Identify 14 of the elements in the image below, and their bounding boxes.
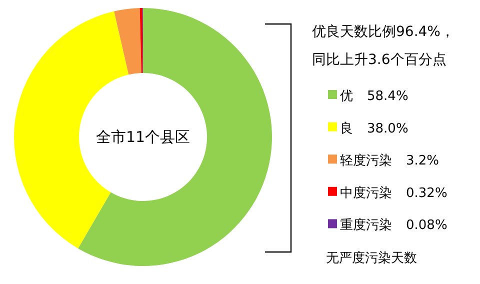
legend-label: 轻度污染	[340, 154, 392, 169]
legend-label: 中度污染	[340, 186, 392, 201]
data-label: 58.4%	[367, 89, 408, 104]
data-label: 0.08%	[406, 218, 448, 234]
title: 优良天数比例96.4%，	[312, 24, 454, 40]
subtitle: 同比上升3.6个百分点	[312, 52, 446, 68]
annotation: 全市11个县区	[96, 128, 190, 146]
data-label: 0.32%	[406, 186, 448, 201]
legend-label: 优	[340, 89, 353, 104]
legend-label: 重度污染	[340, 218, 392, 234]
legend-label: 良	[340, 121, 353, 136]
data-label: 3.2%	[406, 154, 440, 169]
data-label: 38.0%	[367, 121, 408, 136]
annotation: 无严度污染天数	[326, 251, 417, 266]
